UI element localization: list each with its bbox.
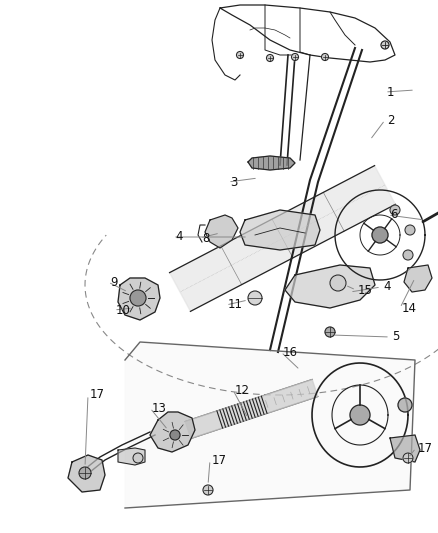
Circle shape [203, 485, 213, 495]
Circle shape [398, 398, 412, 412]
Polygon shape [285, 265, 375, 308]
Circle shape [381, 41, 389, 49]
Text: 6: 6 [390, 208, 398, 222]
Polygon shape [390, 435, 420, 462]
Polygon shape [118, 278, 160, 320]
Text: 8: 8 [202, 231, 209, 245]
Circle shape [325, 327, 335, 337]
Text: 2: 2 [387, 114, 395, 126]
Circle shape [403, 453, 413, 463]
Circle shape [321, 53, 328, 61]
Circle shape [405, 225, 415, 235]
Text: 15: 15 [358, 284, 373, 296]
Text: 4: 4 [383, 280, 391, 294]
Polygon shape [240, 210, 320, 250]
Circle shape [330, 275, 346, 291]
Polygon shape [248, 156, 295, 170]
Circle shape [79, 467, 91, 479]
Circle shape [133, 453, 143, 463]
Text: 10: 10 [116, 303, 131, 317]
Text: 17: 17 [212, 454, 227, 466]
Circle shape [403, 250, 413, 260]
Text: 17: 17 [90, 389, 105, 401]
Text: 12: 12 [235, 384, 250, 397]
Circle shape [372, 227, 388, 243]
Text: 13: 13 [152, 401, 167, 415]
Polygon shape [185, 379, 318, 439]
Text: 14: 14 [402, 302, 417, 314]
Circle shape [292, 53, 299, 61]
Circle shape [266, 54, 273, 61]
Polygon shape [150, 412, 195, 452]
Polygon shape [170, 166, 396, 311]
Polygon shape [205, 215, 238, 248]
Text: 5: 5 [392, 330, 399, 343]
Circle shape [130, 290, 146, 306]
Text: 3: 3 [230, 175, 237, 189]
Text: 11: 11 [228, 298, 243, 311]
Text: 4: 4 [175, 230, 183, 244]
Polygon shape [68, 455, 105, 492]
Circle shape [390, 205, 400, 215]
Polygon shape [125, 342, 415, 508]
Text: 17: 17 [418, 441, 433, 455]
Circle shape [170, 430, 180, 440]
Polygon shape [118, 448, 145, 465]
Text: 16: 16 [283, 345, 298, 359]
Polygon shape [404, 265, 432, 292]
Text: 1: 1 [387, 85, 395, 99]
Text: 9: 9 [110, 276, 117, 288]
Circle shape [237, 52, 244, 59]
Circle shape [248, 291, 262, 305]
Circle shape [350, 405, 370, 425]
